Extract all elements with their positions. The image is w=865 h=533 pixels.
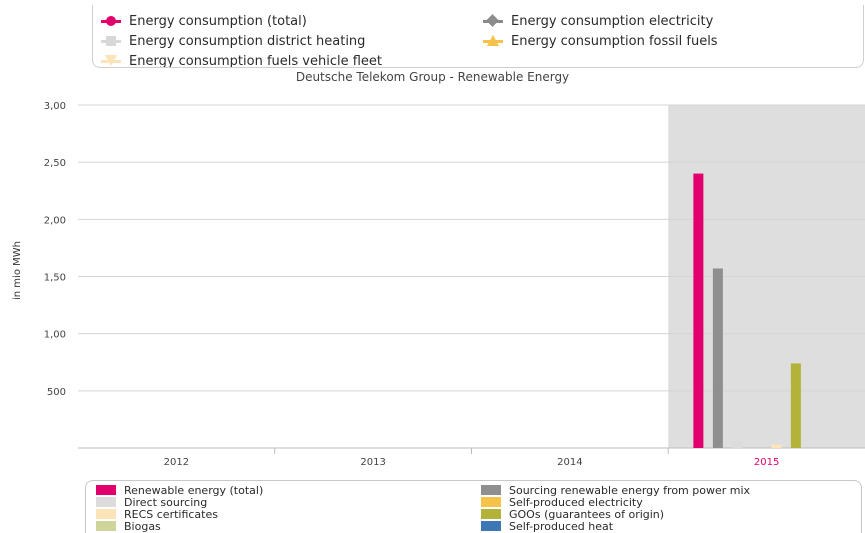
y-tick-label: 1,00 (44, 330, 66, 341)
legend-item-energy-total[interactable]: Energy consumption (total) (101, 12, 307, 30)
legend-swatch (96, 485, 116, 495)
legend-label: RECS certificates (124, 507, 218, 521)
circle-line-marker-icon (101, 14, 121, 28)
legend-item-energy-electricity[interactable]: Energy consumption electricity (483, 12, 713, 30)
legend-item-energy-district-heating[interactable]: Energy consumption district heating (101, 32, 365, 50)
legend-label: Energy consumption electricity (511, 13, 714, 29)
legend-item-biogas[interactable]: Biogas (96, 519, 161, 533)
legend-label: Self-produced electricity (509, 495, 643, 509)
legend-swatch (481, 485, 501, 495)
legend-item-self-produced-electricity[interactable]: Self-produced electricity (481, 495, 643, 509)
legend-swatch (481, 497, 501, 507)
y-tick-label: 3,00 (44, 101, 66, 112)
top-legend: Energy consumption (total) Energy consum… (92, 5, 864, 68)
legend-label: Energy consumption fossil fuels (511, 33, 718, 49)
legend-label: Sourcing renewable energy from power mix (509, 483, 751, 497)
bar-2015-6 (790, 363, 801, 448)
legend-item-direct-sourcing[interactable]: Direct sourcing (96, 495, 208, 509)
triangle-down-line-marker-icon (101, 54, 121, 67)
legend-item-goos[interactable]: GOOs (guarantees of origin) (481, 507, 665, 521)
legend-label: Biogas (124, 519, 161, 533)
legend-swatch (96, 509, 116, 519)
chart-title: Deutsche Telekom Group - Renewable Energ… (295, 70, 570, 84)
legend-item-power-mix[interactable]: Sourcing renewable energy from power mix (481, 483, 751, 497)
legend-item-self-produced-heat[interactable]: Self-produced heat (481, 519, 614, 533)
triangle-line-marker-icon (483, 34, 503, 48)
legend-swatch (481, 521, 501, 531)
x-tick-label: 2014 (557, 457, 582, 468)
y-tick-label: 1,50 (44, 273, 66, 284)
bar-2015-5 (771, 444, 782, 448)
y-tick-label: 2,50 (44, 158, 66, 169)
legend-label: Energy consumption district heating (129, 33, 366, 49)
x-tick-label: 2015 (754, 457, 779, 468)
legend-label: Direct sourcing (124, 495, 208, 509)
bottom-legend: Renewable energy (total) Sourcing renewa… (85, 480, 862, 533)
legend-label: Energy consumption fuels vehicle fleet (129, 53, 382, 68)
legend-item-energy-vehicle-fleet[interactable]: Energy consumption fuels vehicle fleet (101, 52, 382, 68)
legend-item-energy-fossil-fuels[interactable]: Energy consumption fossil fuels (483, 32, 718, 50)
bar-2015-2 (712, 268, 723, 448)
x-tick-label: 2013 (360, 457, 385, 468)
legend-label: Renewable energy (total) (124, 483, 264, 497)
legend-swatch (96, 497, 116, 507)
legend-swatch (481, 509, 501, 519)
square-line-marker-icon (101, 34, 121, 48)
bar-2015-3 (732, 441, 743, 448)
x-tick-label: 2012 (164, 457, 189, 468)
legend-label: GOOs (guarantees of origin) (509, 507, 665, 521)
legend-item-recs-certificates[interactable]: RECS certificates (96, 507, 218, 521)
legend-label: Self-produced heat (509, 519, 614, 533)
legend-label: Energy consumption (total) (129, 13, 307, 29)
diamond-line-marker-icon (483, 14, 503, 28)
legend-swatch (96, 521, 116, 531)
legend-item-renewable-total[interactable]: Renewable energy (total) (96, 483, 264, 497)
bar-chart: 3,00 2,50 2,00 1,50 1,00 500 2012 2013 2014 2015 (44, 101, 865, 468)
y-tick-label: 2,00 (44, 215, 66, 226)
bar-2015-1 (693, 173, 704, 448)
y-tick-label: 500 (47, 387, 66, 398)
